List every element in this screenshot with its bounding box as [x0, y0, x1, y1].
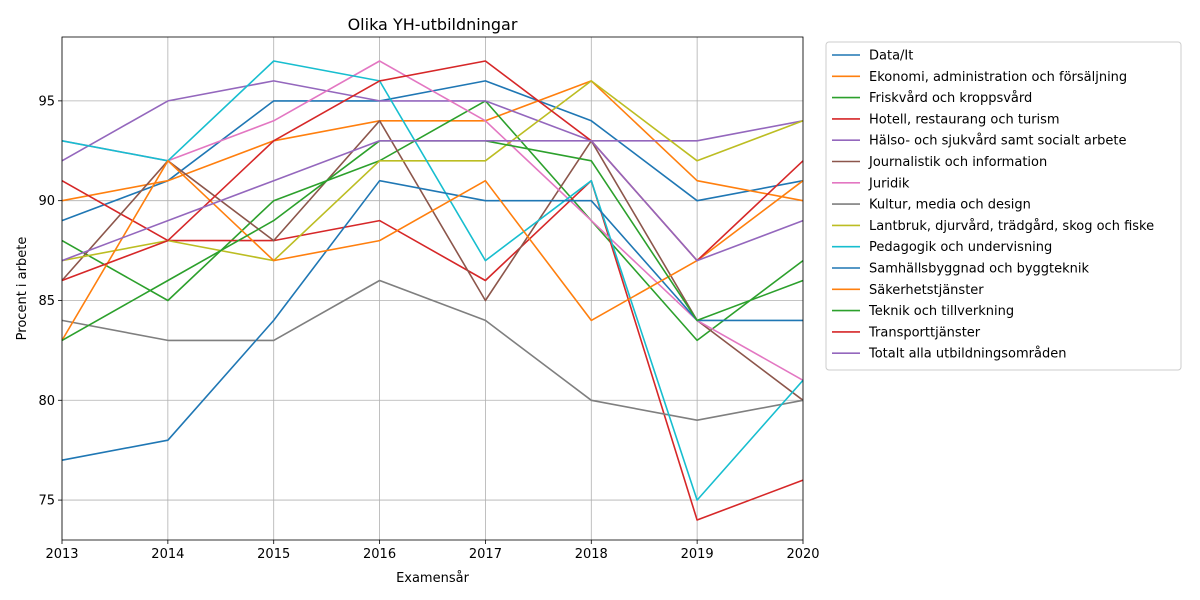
series-line	[61, 179, 803, 461]
legend-label: Pedagogik och undervisning	[869, 240, 1052, 255]
x-tick-label: 2017	[469, 547, 502, 562]
y-tick-label: 95	[38, 94, 55, 109]
legend-label: Teknik och tillverkning	[868, 304, 1014, 319]
series-line	[61, 80, 804, 222]
x-tick-label: 2015	[257, 547, 290, 562]
series-line	[61, 160, 804, 341]
grid	[61, 37, 804, 540]
x-tick-label: 2019	[681, 547, 714, 562]
x-tick-label: 2016	[363, 547, 396, 562]
series-line	[61, 60, 804, 501]
series-line	[61, 179, 804, 521]
legend-label: Journalistik och information	[868, 155, 1047, 170]
legend-label: Ekonomi, administration och försäljning	[869, 70, 1127, 85]
series-line	[61, 60, 804, 381]
series-lines	[61, 60, 804, 521]
x-tick-label: 2014	[151, 547, 184, 562]
x-axis-title: Examensår	[396, 571, 470, 586]
y-tick-label: 80	[38, 394, 55, 409]
series-line	[61, 80, 804, 162]
y-axis-ticks: 75 80 85 90 95	[38, 94, 62, 509]
legend-items: Data/It Ekonomi, administration och försä…	[832, 49, 1154, 362]
legend-label: Juridik	[868, 176, 910, 191]
series-line	[61, 100, 804, 342]
legend-label: Kultur, media och design	[869, 198, 1031, 213]
series-line	[61, 120, 804, 401]
x-axis-ticks: 2013 2014 2015 2016 2017 2018 2019 2020	[45, 540, 820, 562]
series-line	[61, 80, 804, 262]
series-line	[61, 279, 804, 422]
x-tick-label: 2020	[786, 547, 819, 562]
y-tick-label: 90	[38, 194, 55, 209]
legend-label: Data/It	[869, 49, 913, 64]
y-tick-label: 75	[38, 494, 55, 509]
legend-label: Totalt alla utbildningsområden	[868, 347, 1066, 362]
legend-frame	[825, 41, 1182, 371]
legend-label: Lantbruk, djurvård, trädgård, skog och f…	[869, 219, 1154, 234]
legend-label: Hälso- och sjukvård samt socialt arbete	[869, 134, 1127, 149]
series-line	[61, 140, 804, 262]
legend-label: Friskvård och kroppsvård	[869, 91, 1032, 106]
x-tick-label: 2018	[575, 547, 608, 562]
plot-frame	[61, 36, 804, 541]
y-axis-title: Procent i arbete	[15, 237, 30, 341]
legend-label: Hotell, restaurang och turism	[869, 112, 1060, 127]
legend-label: Samhällsbyggnad och byggteknik	[869, 262, 1090, 277]
legend-label: Transporttjänster	[868, 325, 981, 340]
legend-label: Säkerhetstjänster	[869, 283, 984, 298]
chart-title: Olika YH-utbildningar	[348, 15, 518, 34]
x-tick-label: 2013	[45, 547, 78, 562]
legend: Data/It Ekonomi, administration och försä…	[825, 41, 1182, 371]
y-tick-label: 85	[38, 294, 55, 309]
